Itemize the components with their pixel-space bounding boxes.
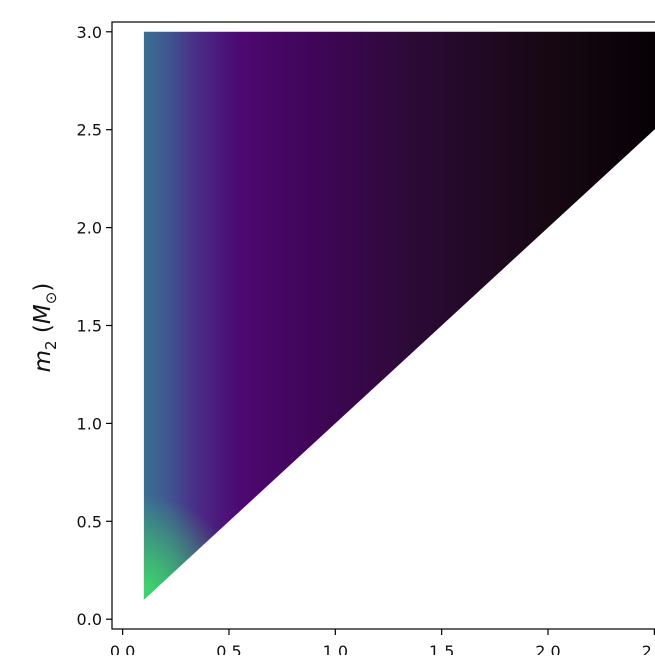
y-label-unit-subscript: ⊙ — [42, 292, 60, 305]
heatmap-region-highlight — [143, 31, 655, 600]
x-axis: 0.0 0.5 1.0 1.5 2.0 2.5 — [110, 629, 655, 660]
x-tick-label: 0.0 — [110, 642, 135, 655]
y-tick-label: 0.0 — [77, 610, 102, 629]
y-axis: 0.0 0.5 1.0 1.5 2.0 2.5 3.0 — [77, 23, 112, 629]
y-tick-label: 2.0 — [77, 219, 102, 238]
x-tick-label: 0.5 — [216, 642, 241, 655]
x-tick-label: 1.0 — [323, 642, 348, 655]
x-tick-label: 1.5 — [429, 642, 454, 655]
x-tick-label: 2.5 — [642, 642, 655, 655]
y-label-paren: ) — [30, 283, 56, 292]
y-label-unit: M — [30, 304, 56, 324]
y-tick-label: 1.5 — [77, 317, 102, 336]
y-axis-label: m2 (M⊙) — [30, 283, 60, 373]
y-tick-label: 1.0 — [77, 414, 102, 433]
y-tick-label: 2.5 — [77, 121, 102, 140]
x-tick-label: 2.0 — [535, 642, 560, 655]
y-tick-label: 3.0 — [77, 23, 102, 42]
y-tick-label: 0.5 — [77, 512, 102, 531]
y-label-variable: m — [30, 350, 56, 372]
y-label-paren: ( — [30, 324, 56, 340]
y-label-subscript: 2 — [42, 340, 60, 350]
